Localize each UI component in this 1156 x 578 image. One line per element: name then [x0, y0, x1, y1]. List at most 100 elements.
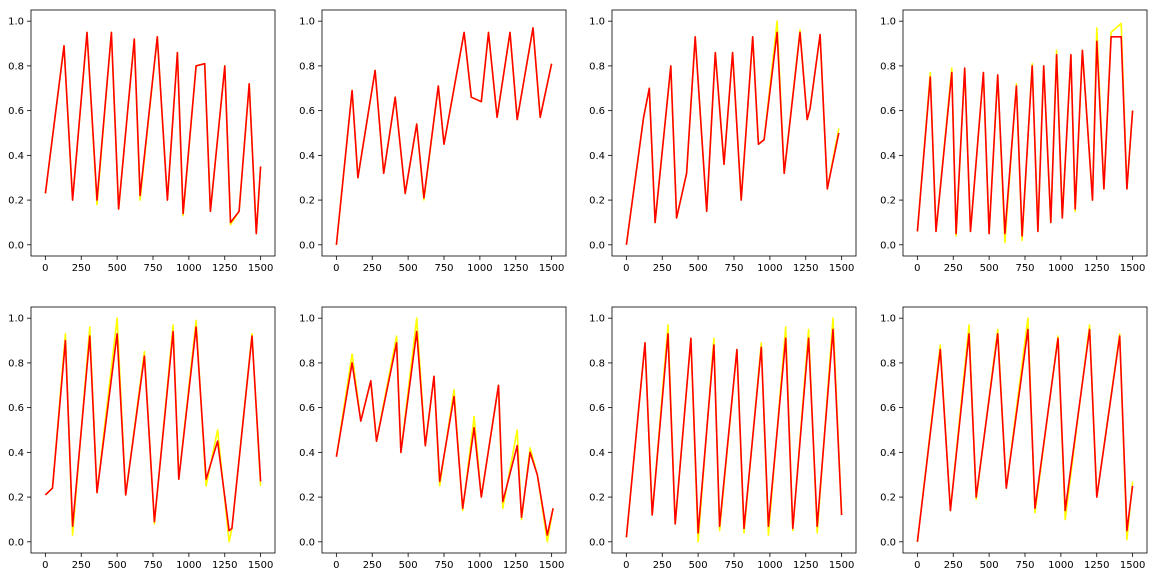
- y-tick-label: 0.0: [8, 240, 24, 251]
- x-tick-label: 1250: [503, 263, 528, 274]
- y-tick-label: 0.0: [880, 240, 896, 251]
- y-tick-label: 0.6: [589, 403, 605, 414]
- x-tick-label: 1250: [1084, 263, 1109, 274]
- y-tick-label: 0.0: [299, 240, 315, 251]
- y-tick-label: 0.2: [589, 196, 605, 207]
- y-tick-label: 0.8: [8, 61, 24, 72]
- subplot-1: 0 250 500 750 1000 1250 1500 0.0 0.2 0.4 0.6 0.8 1.0: [8, 9, 276, 274]
- x-tick-label: 250: [72, 263, 91, 274]
- x-tick-label: 1500: [248, 263, 273, 274]
- y-tick-label: 0.4: [299, 448, 315, 459]
- x-tick-label: 750: [724, 263, 743, 274]
- y-tick-label: 0.8: [880, 358, 896, 369]
- series-line-2: [916, 35, 1134, 237]
- series-line-2: [44, 326, 262, 532]
- y-tick-label: 0.2: [8, 493, 24, 504]
- x-tick-label: 500: [689, 560, 708, 571]
- x-tick-label: 500: [980, 263, 999, 274]
- x-tick-label: 250: [944, 560, 963, 571]
- y-tick-label: 0.8: [299, 358, 315, 369]
- x-tick-label: 250: [72, 560, 91, 571]
- y-tick-label: 0.4: [880, 448, 896, 459]
- x-tick-label: 1250: [212, 560, 237, 571]
- y-tick-label: 0.8: [8, 358, 24, 369]
- y-tick-label: 0.2: [8, 196, 24, 207]
- axes-frame: [30, 9, 276, 257]
- y-tick-label: 0.0: [299, 537, 315, 548]
- x-tick-label: 250: [363, 560, 382, 571]
- y-tick-label: 0.4: [589, 448, 605, 459]
- y-tick-label: 1.0: [8, 314, 24, 325]
- x-tick-label: 1000: [1048, 560, 1073, 571]
- y-tick-label: 1.0: [880, 17, 896, 28]
- x-tick-label: 0: [42, 560, 48, 571]
- subplot-5: 0 250 500 750 1000 1250 1500 0.0 0.2 0.4 0.6 0.8 1.0: [8, 306, 276, 571]
- y-tick-label: 0.6: [299, 106, 315, 117]
- x-tick-label: 750: [143, 263, 162, 274]
- y-tick-label: 0.6: [880, 106, 896, 117]
- y-tick-label: 0.4: [8, 151, 24, 162]
- x-tick-label: 1250: [1084, 560, 1109, 571]
- x-tick-label: 0: [333, 560, 339, 571]
- x-tick-label: 0: [42, 263, 48, 274]
- y-tick-label: 1.0: [8, 17, 24, 28]
- x-tick-label: 750: [1015, 560, 1034, 571]
- x-tick-label: 250: [653, 263, 672, 274]
- y-tick-label: 0.8: [880, 61, 896, 72]
- y-tick-label: 0.2: [299, 196, 315, 207]
- y-tick-label: 0.2: [880, 196, 896, 207]
- x-tick-label: 1500: [1120, 560, 1145, 571]
- y-tick-label: 0.2: [589, 493, 605, 504]
- x-tick-label: 1000: [467, 263, 492, 274]
- y-tick-label: 0.4: [880, 151, 896, 162]
- y-tick-label: 1.0: [299, 17, 315, 28]
- y-tick-label: 1.0: [589, 17, 605, 28]
- y-tick-label: 0.0: [589, 537, 605, 548]
- x-tick-label: 1000: [1048, 263, 1073, 274]
- x-tick-label: 1250: [793, 263, 818, 274]
- x-tick-label: 1250: [793, 560, 818, 571]
- x-tick-label: 1000: [176, 263, 201, 274]
- subplot-4: 0 250 500 750 1000 1250 1500 0.0 0.2 0.4 0.6 0.8 1.0: [880, 9, 1148, 274]
- y-tick-label: 0.0: [8, 537, 24, 548]
- x-tick-label: 750: [1015, 263, 1034, 274]
- x-tick-label: 750: [143, 560, 162, 571]
- x-tick-label: 0: [914, 263, 920, 274]
- y-tick-label: 0.2: [880, 493, 896, 504]
- x-tick-label: 1000: [757, 263, 782, 274]
- x-tick-label: 250: [653, 560, 672, 571]
- subplot-3: 0 250 500 750 1000 1250 1500 0.0 0.2 0.4 0.6 0.8 1.0: [589, 9, 857, 274]
- y-tick-label: 0.6: [589, 106, 605, 117]
- y-tick-label: 0.8: [589, 61, 605, 72]
- y-tick-label: 0.4: [299, 151, 315, 162]
- axes-frame: [611, 9, 857, 257]
- x-tick-label: 500: [980, 560, 999, 571]
- x-tick-label: 250: [363, 263, 382, 274]
- subplot-2: 0 250 500 750 1000 1250 1500 0.0 0.2 0.4 0.6 0.8 1.0: [299, 9, 567, 274]
- y-tick-label: 1.0: [299, 314, 315, 325]
- series-line-1: [44, 317, 262, 543]
- series-line-1: [916, 22, 1134, 244]
- y-tick-label: 0.2: [299, 493, 315, 504]
- y-tick-label: 0.8: [299, 61, 315, 72]
- x-tick-label: 1500: [1120, 263, 1145, 274]
- x-tick-label: 1500: [829, 560, 854, 571]
- x-tick-label: 1500: [539, 263, 564, 274]
- y-tick-label: 0.6: [880, 403, 896, 414]
- x-tick-label: 1500: [539, 560, 564, 571]
- x-tick-label: 1500: [248, 560, 273, 571]
- axes-frame: [30, 306, 276, 554]
- y-tick-label: 0.0: [589, 240, 605, 251]
- y-tick-label: 0.6: [8, 106, 24, 117]
- y-tick-label: 0.6: [299, 403, 315, 414]
- series-line-2: [625, 328, 843, 538]
- y-tick-label: 1.0: [880, 314, 896, 325]
- x-tick-label: 750: [434, 263, 453, 274]
- subplot-7: 0 250 500 750 1000 1250 1500 0.0 0.2 0.4 0.6 0.8 1.0: [589, 306, 857, 571]
- x-tick-label: 1250: [212, 263, 237, 274]
- x-tick-label: 500: [399, 263, 418, 274]
- x-tick-label: 0: [623, 263, 629, 274]
- series-line-2: [916, 328, 1134, 542]
- x-tick-label: 500: [108, 263, 127, 274]
